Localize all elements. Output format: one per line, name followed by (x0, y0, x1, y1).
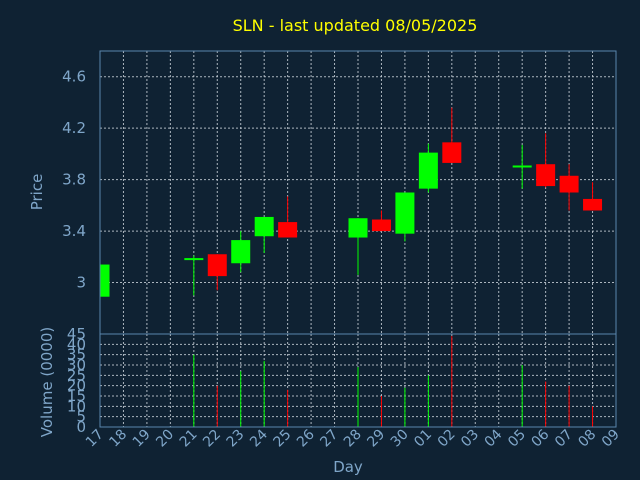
candle (418, 143, 438, 193)
candle-body (371, 219, 391, 232)
x-tick-label: 08 (575, 427, 599, 451)
volume-tick-label: 10 (67, 397, 86, 415)
candle-body (254, 216, 274, 237)
candle-body (348, 218, 368, 238)
price-tick-label: 3.8 (62, 171, 86, 189)
volume-tick-label: 25 (67, 366, 86, 384)
candle (231, 231, 251, 273)
price-tick-label: 4.6 (62, 68, 86, 86)
candle (512, 144, 532, 189)
candle (184, 255, 204, 296)
candle-body (231, 240, 251, 264)
x-tick-label: 28 (341, 427, 365, 451)
x-tick-label: 01 (411, 427, 435, 451)
x-tick-label: 24 (247, 426, 271, 450)
x-tick-label: 23 (224, 427, 248, 451)
volume-tick-label: 40 (67, 335, 86, 353)
price-tick-label: 3 (76, 274, 86, 292)
x-tick-label: 21 (177, 427, 201, 451)
price-candles (99, 107, 603, 297)
candle-body (442, 142, 462, 163)
candle (536, 133, 556, 188)
candle (348, 218, 368, 275)
volume-axis-title: Volume (0000) (38, 327, 56, 437)
candle (278, 196, 298, 238)
x-tick-label: 03 (458, 427, 482, 451)
candle (559, 164, 579, 211)
x-tick-label: 26 (294, 426, 318, 450)
x-tick-label: 17 (83, 427, 107, 451)
x-tick-label: 06 (529, 426, 553, 450)
volume-tick-label: 35 (67, 346, 86, 364)
candle (371, 210, 391, 232)
candle (442, 107, 462, 163)
candle-body (536, 164, 556, 187)
volume-tick-label: 5 (76, 408, 86, 426)
x-tick-label: 27 (317, 427, 341, 451)
x-tick-label: 09 (599, 427, 623, 451)
x-tick-label: 30 (388, 427, 412, 451)
candle-body (100, 264, 110, 297)
x-tick-label: 22 (200, 427, 224, 451)
volume-bars (193, 336, 594, 427)
price-tick-label: 4.2 (62, 119, 86, 137)
x-tick-label: 18 (106, 427, 130, 451)
candle-body (278, 222, 298, 238)
x-tick-label: 07 (552, 427, 576, 451)
x-tick-label: 19 (130, 427, 154, 451)
candle (254, 216, 274, 253)
candle-body (395, 192, 415, 234)
candle (395, 192, 415, 242)
price-axis-ticks: 3 3.4 3.8 4.2 4.6 (62, 68, 86, 292)
x-tick-label: 02 (435, 427, 459, 451)
volume-panel-frame (99, 333, 617, 428)
candle (99, 264, 110, 297)
price-gridlines (99, 51, 617, 334)
x-tick-label: 20 (153, 427, 177, 451)
candle (583, 182, 603, 211)
volume-tick-label: 45 (67, 325, 86, 343)
x-tick-label: 29 (364, 427, 388, 451)
chart-title: SLN - last updated 08/05/2025 (233, 16, 478, 35)
volume-tick-label: 0 (76, 418, 86, 436)
x-axis-title: Day (333, 458, 363, 476)
price-tick-label: 3.4 (62, 222, 86, 240)
price-axis-title: Price (28, 174, 46, 211)
x-tick-label: 04 (482, 426, 506, 450)
volume-tick-label: 15 (67, 387, 86, 405)
candle-body (418, 152, 438, 189)
candle-body (583, 198, 603, 211)
candle-body (207, 254, 227, 277)
candle-body (184, 258, 204, 261)
x-axis-ticks: 17 18 19 20 21 22 23 24 25 26 27 28 29 30 01 02 03 04 05 06… (83, 426, 623, 450)
candle (207, 254, 227, 291)
candle-body (559, 175, 579, 193)
candle-body (512, 165, 532, 168)
x-tick-label: 05 (505, 427, 529, 451)
volume-tick-label: 20 (67, 377, 86, 395)
x-tick-label: 25 (271, 427, 295, 451)
volume-tick-label: 30 (67, 356, 86, 374)
